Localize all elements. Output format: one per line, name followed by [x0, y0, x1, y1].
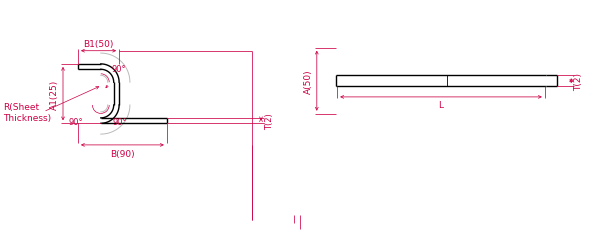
Text: 90°: 90°: [113, 118, 127, 126]
Text: T(2): T(2): [265, 113, 274, 130]
Text: 90°: 90°: [68, 118, 83, 126]
Text: 90°: 90°: [112, 65, 126, 74]
Text: L: L: [439, 100, 443, 110]
Text: T(2): T(2): [574, 72, 583, 90]
Text: B(90): B(90): [110, 149, 135, 158]
Text: A(50): A(50): [304, 69, 313, 94]
Text: B1(50): B1(50): [83, 40, 114, 48]
Text: R(Sheet
Thickness): R(Sheet Thickness): [3, 103, 51, 122]
Text: A1(25): A1(25): [50, 79, 59, 109]
